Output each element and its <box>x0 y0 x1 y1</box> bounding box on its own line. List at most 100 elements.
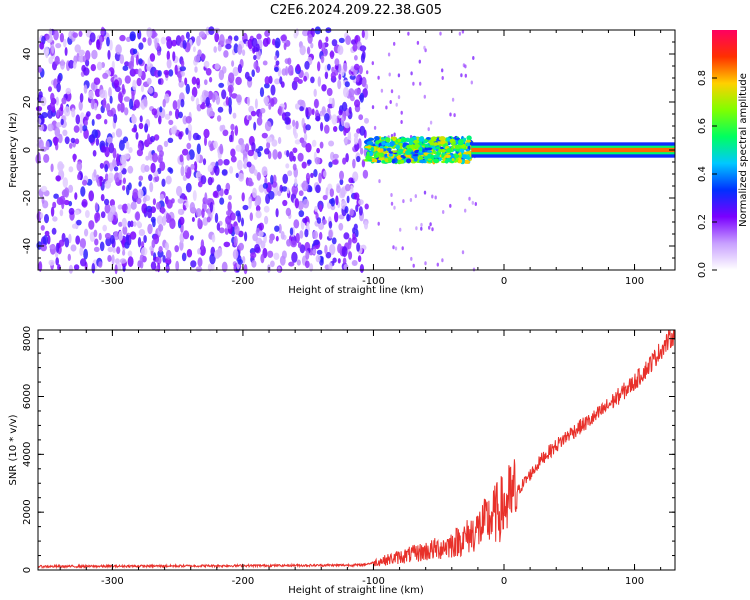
spectrogram-noise-mark <box>424 261 427 266</box>
spectrogram-noise-mark <box>305 172 311 183</box>
spectrogram-noise-mark <box>123 96 130 102</box>
spectrogram-noise-mark <box>341 246 348 258</box>
spectrogram-noise-mark <box>230 148 236 157</box>
spectrogram-noise-mark <box>151 108 158 116</box>
spectrogram-noise-mark <box>268 104 272 110</box>
spectrogram-signal-mark <box>391 159 396 164</box>
spectrogram-noise-mark <box>371 105 375 110</box>
spectrogram-noise-mark <box>84 120 88 126</box>
spectrogram-signal-mark <box>413 156 418 162</box>
spectrogram-noise-mark <box>270 98 275 107</box>
spectrogram-noise-mark <box>242 204 249 211</box>
spectrogram-noise-mark <box>94 202 99 212</box>
spectrogram-noise-mark <box>117 204 123 210</box>
spectrogram-noise-mark <box>209 253 216 265</box>
spectrogram-noise-mark <box>214 212 219 224</box>
spectrogram-signal-mark <box>426 147 433 151</box>
spectrogram-signal-mark <box>466 155 470 160</box>
spectrogram-noise-mark <box>47 109 53 119</box>
spectrogram-noise-mark <box>96 61 103 71</box>
spectrogram-noise-mark <box>68 59 75 69</box>
spectrogram-noise-mark <box>355 229 359 238</box>
spectrogram-noise-mark <box>182 204 186 211</box>
spectrogram-noise-mark <box>247 76 253 82</box>
spectrogram-noise-mark <box>471 200 474 205</box>
spectrogram-noise-mark <box>122 249 126 256</box>
spectrogram-noise-mark <box>67 253 72 261</box>
spectrogram-noise-mark <box>209 76 213 83</box>
spectrogram-noise-mark <box>335 195 339 206</box>
spectrogram-signal-mark <box>399 142 403 146</box>
spectrogram-noise-mark <box>297 242 302 249</box>
spectrogram-noise-mark <box>349 208 354 217</box>
spectrogram-noise-mark <box>319 141 324 149</box>
spectrogram-noise-mark <box>356 242 360 252</box>
spectrogram-noise-mark <box>354 88 361 96</box>
spectrogram-noise-mark <box>68 264 73 274</box>
y-tick-label: 0 <box>22 567 33 573</box>
spectrogram-noise-mark <box>414 194 417 199</box>
spectrogram-noise-mark <box>194 55 201 63</box>
spectrogram-noise-mark <box>121 203 128 212</box>
spectrogram-noise-mark <box>102 72 109 79</box>
spectrogram-noise-mark <box>259 87 265 98</box>
colorbar-tick-label: 0.6 <box>697 118 708 134</box>
spectrogram-noise-mark <box>377 75 380 80</box>
spectrogram-noise-mark <box>219 34 225 46</box>
spectrogram-noise-mark <box>254 243 261 253</box>
spectrogram-noise-mark <box>64 47 68 56</box>
spectrogram-noise-mark <box>319 231 323 240</box>
spectrogram-noise-mark <box>402 199 405 204</box>
spectrogram-noise-mark <box>112 247 116 253</box>
spectrogram-noise-mark <box>51 43 55 54</box>
spectrogram-noise-mark <box>189 202 196 213</box>
spectrogram-noise-mark <box>326 87 333 97</box>
spectrogram-noise-mark <box>109 199 115 207</box>
spectrogram-noise-mark <box>235 210 241 217</box>
spectrogram-noise-mark <box>268 190 275 200</box>
y-tick-label: 6000 <box>22 384 33 409</box>
spectrogram-noise-mark <box>263 96 270 105</box>
spectrogram-noise-mark <box>260 253 265 264</box>
spectrogram-noise-mark <box>273 252 280 260</box>
spectrogram-noise-mark <box>248 115 252 121</box>
spectrogram-signal-mark <box>454 153 458 159</box>
spectrogram-noise-mark <box>356 75 360 83</box>
spectrogram-noise-mark <box>297 79 303 84</box>
spectrogram-noise-mark <box>232 112 237 119</box>
spectrogram-noise-mark <box>423 190 427 195</box>
spectrogram-noise-mark <box>431 227 434 232</box>
spectrogram-noise-mark <box>329 50 335 60</box>
spectrogram-noise-mark <box>336 185 341 194</box>
spectrogram-noise-mark <box>176 185 183 197</box>
spectrogram-noise-mark <box>468 196 471 201</box>
spectrogram-noise-mark <box>259 112 263 119</box>
spectrogram-noise-mark <box>50 92 55 102</box>
spectrogram-noise-mark <box>135 211 141 221</box>
spectrogram-noise-mark <box>274 37 281 49</box>
spectrogram-noise-mark <box>81 124 88 132</box>
spectrogram-signal-mark <box>380 148 384 153</box>
spectrogram-noise-mark <box>104 119 108 125</box>
spectrogram-noise-mark <box>431 194 434 199</box>
spectrogram-noise-mark <box>213 140 218 149</box>
spectrogram-noise-mark <box>116 263 122 271</box>
spectrogram-noise-mark <box>295 103 300 110</box>
spectrogram-signal-mark <box>381 141 386 146</box>
spectrogram-marks <box>35 26 675 275</box>
spectrogram-signal-mark <box>370 158 375 163</box>
spectrogram-noise-mark <box>434 195 437 200</box>
spectrogram-noise-mark <box>114 264 118 275</box>
spectrogram-noise-mark <box>341 101 348 112</box>
spectrogram-noise-mark <box>358 65 363 75</box>
spectrogram-noise-mark <box>249 212 253 222</box>
spectrogram-noise-mark <box>48 259 55 266</box>
spectrogram-noise-mark <box>366 70 369 75</box>
spectrogram-noise-mark <box>233 35 239 42</box>
spectrogram-noise-mark <box>74 192 78 200</box>
spectrogram-noise-mark <box>170 126 177 135</box>
colorbar: 0.0 0.2 0.4 0.6 0.8 Normalized spectral ampl… <box>697 30 749 278</box>
spectrogram-noise-mark <box>129 231 137 240</box>
spectrogram-noise-mark <box>113 166 119 172</box>
spectrogram-noise-mark <box>449 203 452 208</box>
